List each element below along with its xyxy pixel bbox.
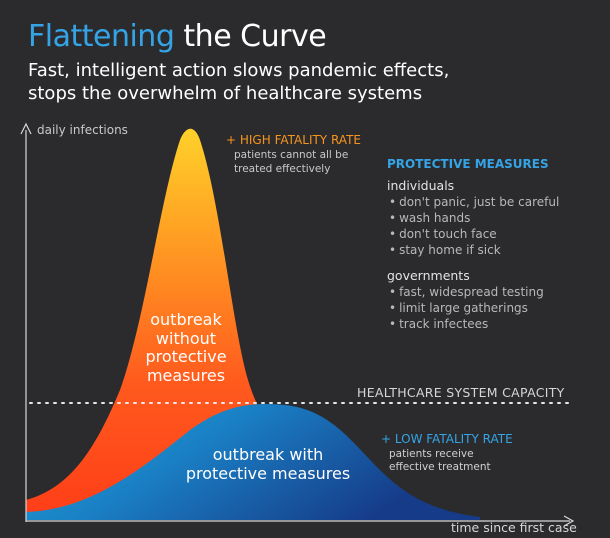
y-axis-label: daily infections (37, 123, 128, 137)
measures-list: fast, widespread testing limit large gat… (389, 284, 597, 332)
title-rest: the Curve (174, 19, 327, 54)
measure-item: track infectees (389, 316, 597, 332)
protective-measures-panel: PROTECTIVE MEASURES individuals don't pa… (387, 157, 597, 342)
measures-list: don't panic, just be careful wash hands … (389, 194, 597, 258)
measures-group-title: individuals (387, 178, 455, 193)
measures-heading: PROTECTIVE MEASURES (387, 157, 549, 171)
low-fatality-title: + LOW FATALITY RATE (381, 432, 513, 446)
curve-without-measures (26, 128, 420, 520)
measure-item: stay home if sick (389, 242, 597, 258)
subtitle-line-1: Fast, intelligent action slows pandemic … (28, 60, 450, 81)
high-fatality-desc: patients cannot all be treated effective… (234, 149, 349, 175)
measure-item: don't touch face (389, 226, 597, 242)
measure-item: don't panic, just be careful (389, 194, 597, 210)
title-accent: Flattening (28, 19, 175, 54)
measures-group-title: governments (387, 268, 470, 283)
page-title: Flattening the Curve (28, 18, 327, 56)
measure-item: wash hands (389, 210, 597, 226)
capacity-label: HEALTHCARE SYSTEM CAPACITY (357, 385, 565, 400)
subtitle-line-2: stops the overwhelm of healthcare system… (28, 83, 423, 104)
curve-with-label: outbreak with protective measures (185, 445, 351, 483)
measure-item: fast, widespread testing (389, 284, 597, 300)
low-fatality-desc: patients receive effective treatment (389, 448, 491, 473)
measure-item: limit large gatherings (389, 300, 597, 316)
page-subtitle: Fast, intelligent action slows pandemic … (28, 59, 588, 105)
curve-with-measures (26, 404, 480, 520)
high-fatality-title: + HIGH FATALITY RATE (226, 133, 361, 147)
y-axis-arrow (20, 122, 32, 135)
x-axis-label: time since first case (451, 520, 577, 535)
curve-without-label: outbreak without protective measures (145, 310, 227, 385)
x-axis-arrow (563, 515, 575, 527)
